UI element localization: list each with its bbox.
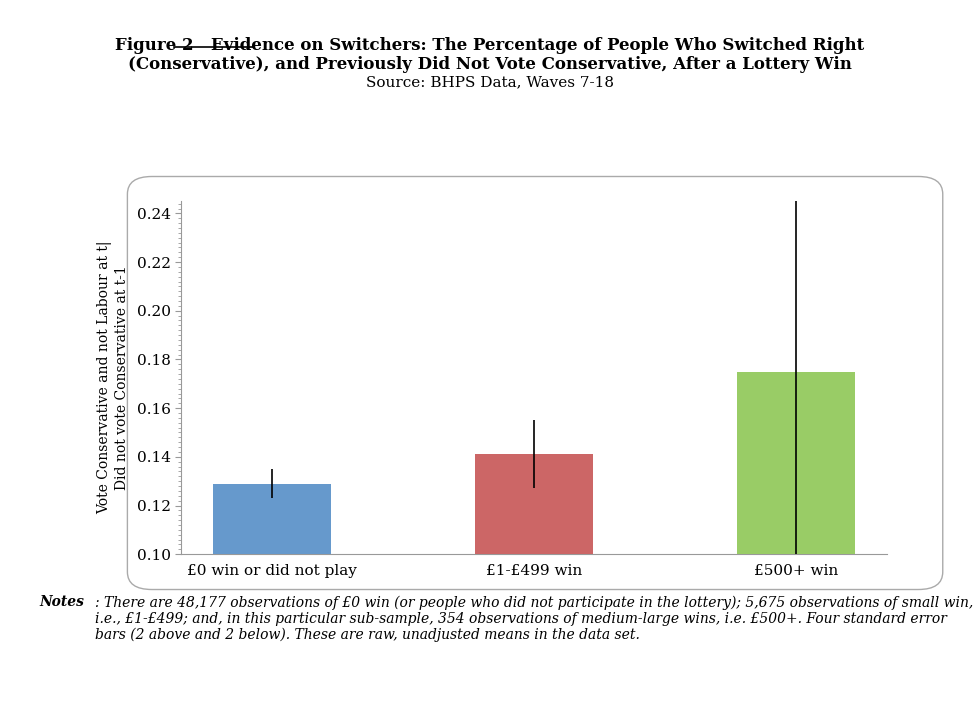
Bar (737, 371, 855, 706)
Text: Source: BHPS Data, Waves 7-18: Source: BHPS Data, Waves 7-18 (366, 75, 614, 89)
Text: Notes: Notes (39, 595, 84, 609)
Text: Figure 2   Evidence on Switchers: The Percentage of People Who Switched Right: Figure 2 Evidence on Switchers: The Perc… (116, 37, 864, 54)
Text: : There are 48,177 observations of £0 win (or people who did not participate in : : There are 48,177 observations of £0 wi… (95, 595, 973, 642)
Text: (Conservative), and Previously Did Not Vote Conservative, After a Lottery Win: (Conservative), and Previously Did Not V… (128, 56, 852, 73)
Bar (475, 455, 593, 706)
Y-axis label: Vote Conservative and not Labour at t|
Did not vote Conservative at t-1: Vote Conservative and not Labour at t| D… (97, 241, 128, 515)
Bar (214, 484, 331, 706)
